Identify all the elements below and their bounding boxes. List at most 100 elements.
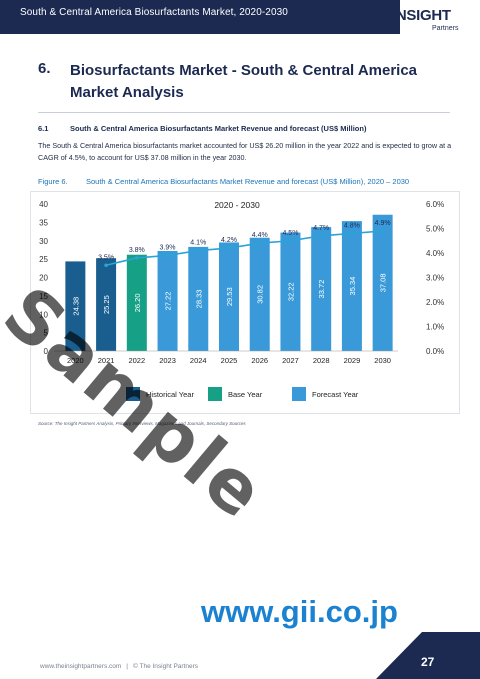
x-tick-label: 2025 — [221, 356, 238, 365]
bar-value-label: 27.22 — [164, 292, 173, 311]
bar-value-label: 28.33 — [194, 290, 203, 309]
bar-2020 — [65, 261, 86, 351]
bar-2028 — [311, 227, 332, 351]
growth-point — [227, 246, 231, 250]
y2-tick-label: 1.0% — [426, 323, 444, 332]
body-paragraph: The South & Central America biosurfactan… — [38, 141, 452, 162]
bar-value-label: 33.72 — [317, 280, 326, 299]
footer-copyright: © The Insight Partners — [133, 663, 199, 670]
footer-website-link[interactable]: www.theinsightpartners.com — [40, 663, 122, 670]
bar-2029 — [341, 221, 362, 351]
growth-point — [350, 231, 354, 236]
bar-2023 — [157, 250, 178, 351]
growth-label: 4.4% — [252, 232, 268, 239]
logo-sub: Partners — [432, 25, 459, 32]
bar-2025 — [219, 242, 239, 351]
bar-value-label: 25.25 — [102, 295, 111, 314]
page-number-corner — [376, 632, 480, 679]
bar-value-label: 30.82 — [256, 285, 265, 304]
growth-label: 3.5% — [98, 254, 114, 261]
bar-value-label: 26.20 — [133, 293, 142, 312]
x-tick-label: 2028 — [313, 356, 330, 365]
legend-swatch-0 — [126, 387, 140, 401]
legend-swatch-1 — [208, 387, 222, 401]
x-tick-label: 2023 — [159, 356, 176, 365]
y-tick-label: 5 — [44, 329, 49, 338]
y-tick-label: 35 — [39, 218, 48, 227]
logo-word: INSIGHT — [392, 7, 451, 24]
y-tick-label: 0 — [44, 347, 49, 356]
subsection-number: 6.1 — [38, 124, 49, 133]
bar-2027 — [280, 232, 301, 351]
report-header-title: South & Central America Biosurfactants M… — [20, 7, 288, 18]
y-tick-label: 15 — [39, 292, 48, 301]
section-divider — [38, 112, 450, 113]
figure-number: Figure 6. — [38, 177, 68, 186]
growth-label: 3.8% — [129, 247, 145, 254]
growth-label: 4.2% — [221, 237, 237, 244]
bar-value-label: 37.08 — [379, 273, 388, 292]
y2-tick-label: 5.0% — [426, 225, 444, 234]
bar-value-label: 29.53 — [225, 287, 234, 306]
growth-label: 4.7% — [313, 225, 329, 232]
bar-2030 — [372, 214, 393, 351]
section-number: 6. — [38, 60, 51, 77]
x-tick-label: 2027 — [282, 356, 299, 365]
header-bar: South & Central America Biosurfactants M… — [0, 0, 400, 34]
legend-label-1: Base Year — [228, 390, 263, 399]
growth-point — [319, 234, 323, 238]
y2-tick-label: 0.0% — [426, 347, 444, 356]
legend-swatch-2 — [292, 387, 306, 401]
y-tick-label: 20 — [39, 274, 48, 283]
growth-point — [196, 248, 201, 253]
chart-frame — [30, 191, 460, 414]
y-tick-label: 10 — [39, 310, 48, 319]
figure-source: Source: The Insight Partners Analysis, P… — [38, 421, 246, 426]
subsection-title: South & Central America Biosurfactants M… — [70, 124, 367, 133]
growth-point — [104, 263, 108, 268]
logo-the: The — [383, 11, 389, 20]
bar-2022 — [126, 254, 147, 351]
bar-2026 — [249, 237, 270, 351]
x-tick-label: 2030 — [374, 356, 391, 365]
page-number: 27 — [421, 655, 435, 669]
x-tick-label: 2026 — [251, 356, 268, 365]
bar-value-label: 24.38 — [71, 297, 80, 316]
growth-label: 4.8% — [344, 222, 360, 229]
legend-label-2: Forecast Year — [312, 390, 359, 399]
y-tick-label: 30 — [39, 237, 48, 246]
watermark-url: www.gii.co.jp — [201, 594, 398, 629]
growth-label: 3.9% — [160, 244, 176, 251]
x-tick-label: 2020 — [67, 356, 84, 365]
section-title: Biosurfactants Market - South & Central … — [70, 62, 418, 101]
x-tick-label: 2021 — [98, 356, 115, 365]
revenue-chart: 05101520253035400.0%1.0%2.0%3.0%4.0%5.0%… — [30, 191, 460, 414]
bar-value-label: 35.34 — [348, 277, 357, 296]
insight-partners-logo: The INSIGHT Partners — [383, 6, 470, 36]
footer-separator: | — [126, 663, 128, 670]
y2-tick-label: 2.0% — [426, 298, 444, 307]
x-tick-label: 2029 — [344, 356, 361, 365]
growth-line — [105, 230, 383, 267]
y2-tick-label: 4.0% — [426, 249, 444, 258]
y2-tick-label: 3.0% — [426, 274, 444, 283]
growth-label: 4.1% — [190, 240, 206, 247]
growth-point — [257, 241, 262, 245]
bar-value-label: 32.22 — [286, 282, 295, 301]
growth-label: 4.5% — [282, 230, 298, 237]
x-tick-label: 2024 — [190, 356, 207, 365]
y2-tick-label: 6.0% — [426, 200, 444, 209]
bar-2024 — [188, 246, 209, 351]
x-tick-label: 2022 — [128, 356, 145, 365]
growth-label: 4.9% — [375, 220, 391, 227]
growth-point — [380, 229, 385, 233]
growth-point — [135, 256, 139, 260]
figure-title: South & Central America Biosurfactants M… — [86, 177, 410, 186]
chart-title: 2020 - 2030 — [214, 200, 260, 210]
footer: www.theinsightpartners.com | © The Insight… — [40, 663, 198, 670]
growth-point — [165, 253, 170, 258]
growth-point — [288, 238, 293, 243]
y-tick-label: 25 — [39, 255, 48, 264]
y-tick-label: 40 — [39, 200, 48, 209]
legend-label-0: Historical Year — [146, 390, 194, 399]
